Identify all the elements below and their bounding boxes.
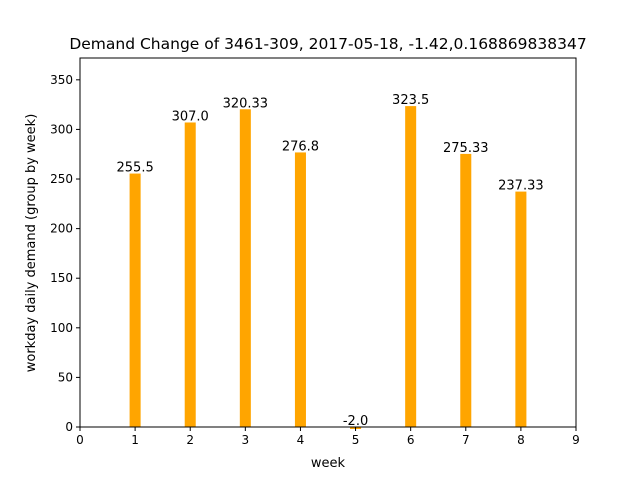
x-tick-label: 9 — [572, 433, 580, 447]
plot-area-frame — [79, 57, 577, 428]
bar-value-label: 255.5 — [117, 161, 154, 176]
y-tick-label: 50 — [58, 370, 73, 384]
bar — [515, 191, 527, 427]
x-axis-ticks: 0 1 2 3 4 5 6 7 8 9 — [76, 427, 580, 447]
bar-value-label: 320.33 — [223, 96, 269, 111]
bar-value-label: 323.5 — [392, 93, 429, 108]
bar — [184, 122, 196, 428]
x-tick-label: 6 — [407, 433, 415, 447]
bar-value-label: 276.8 — [282, 139, 319, 154]
chart-title: Demand Change of 3461-309, 2017-05-18, -… — [69, 35, 586, 53]
y-tick-label: 150 — [50, 271, 73, 285]
x-axis-label: week — [311, 456, 346, 471]
y-axis-ticks: 0 50 100 150 200 250 300 350 — [50, 73, 80, 434]
bar — [239, 109, 251, 428]
bar-value-label: -2.0 — [343, 414, 368, 429]
x-tick-label: 2 — [186, 433, 194, 447]
value-labels-layer: 255.5 307.0 320.33 276.8 -2.0 323.5 275.33 237.… — [117, 93, 544, 429]
y-axis-label: workday daily demand (group by week) — [24, 114, 39, 373]
bar — [294, 152, 306, 427]
x-tick-label: 5 — [352, 433, 360, 447]
bar-value-label: 237.33 — [498, 179, 544, 194]
y-tick-label: 0 — [65, 420, 73, 434]
bar — [129, 173, 141, 427]
bar-value-label: 275.33 — [443, 141, 489, 156]
y-tick-label: 200 — [50, 222, 73, 236]
x-tick-label: 7 — [462, 433, 470, 447]
x-tick-label: 3 — [242, 433, 250, 447]
y-tick-label: 100 — [50, 321, 73, 335]
x-tick-label: 4 — [297, 433, 305, 447]
x-tick-label: 1 — [131, 433, 139, 447]
y-tick-label: 300 — [50, 122, 73, 136]
y-tick-label: 350 — [50, 73, 73, 87]
y-tick-label: 250 — [50, 172, 73, 186]
bar — [460, 153, 472, 428]
x-tick-label: 0 — [76, 433, 84, 447]
bar-value-label: 307.0 — [172, 109, 209, 124]
x-tick-label: 8 — [517, 433, 525, 447]
bar — [405, 106, 417, 427]
